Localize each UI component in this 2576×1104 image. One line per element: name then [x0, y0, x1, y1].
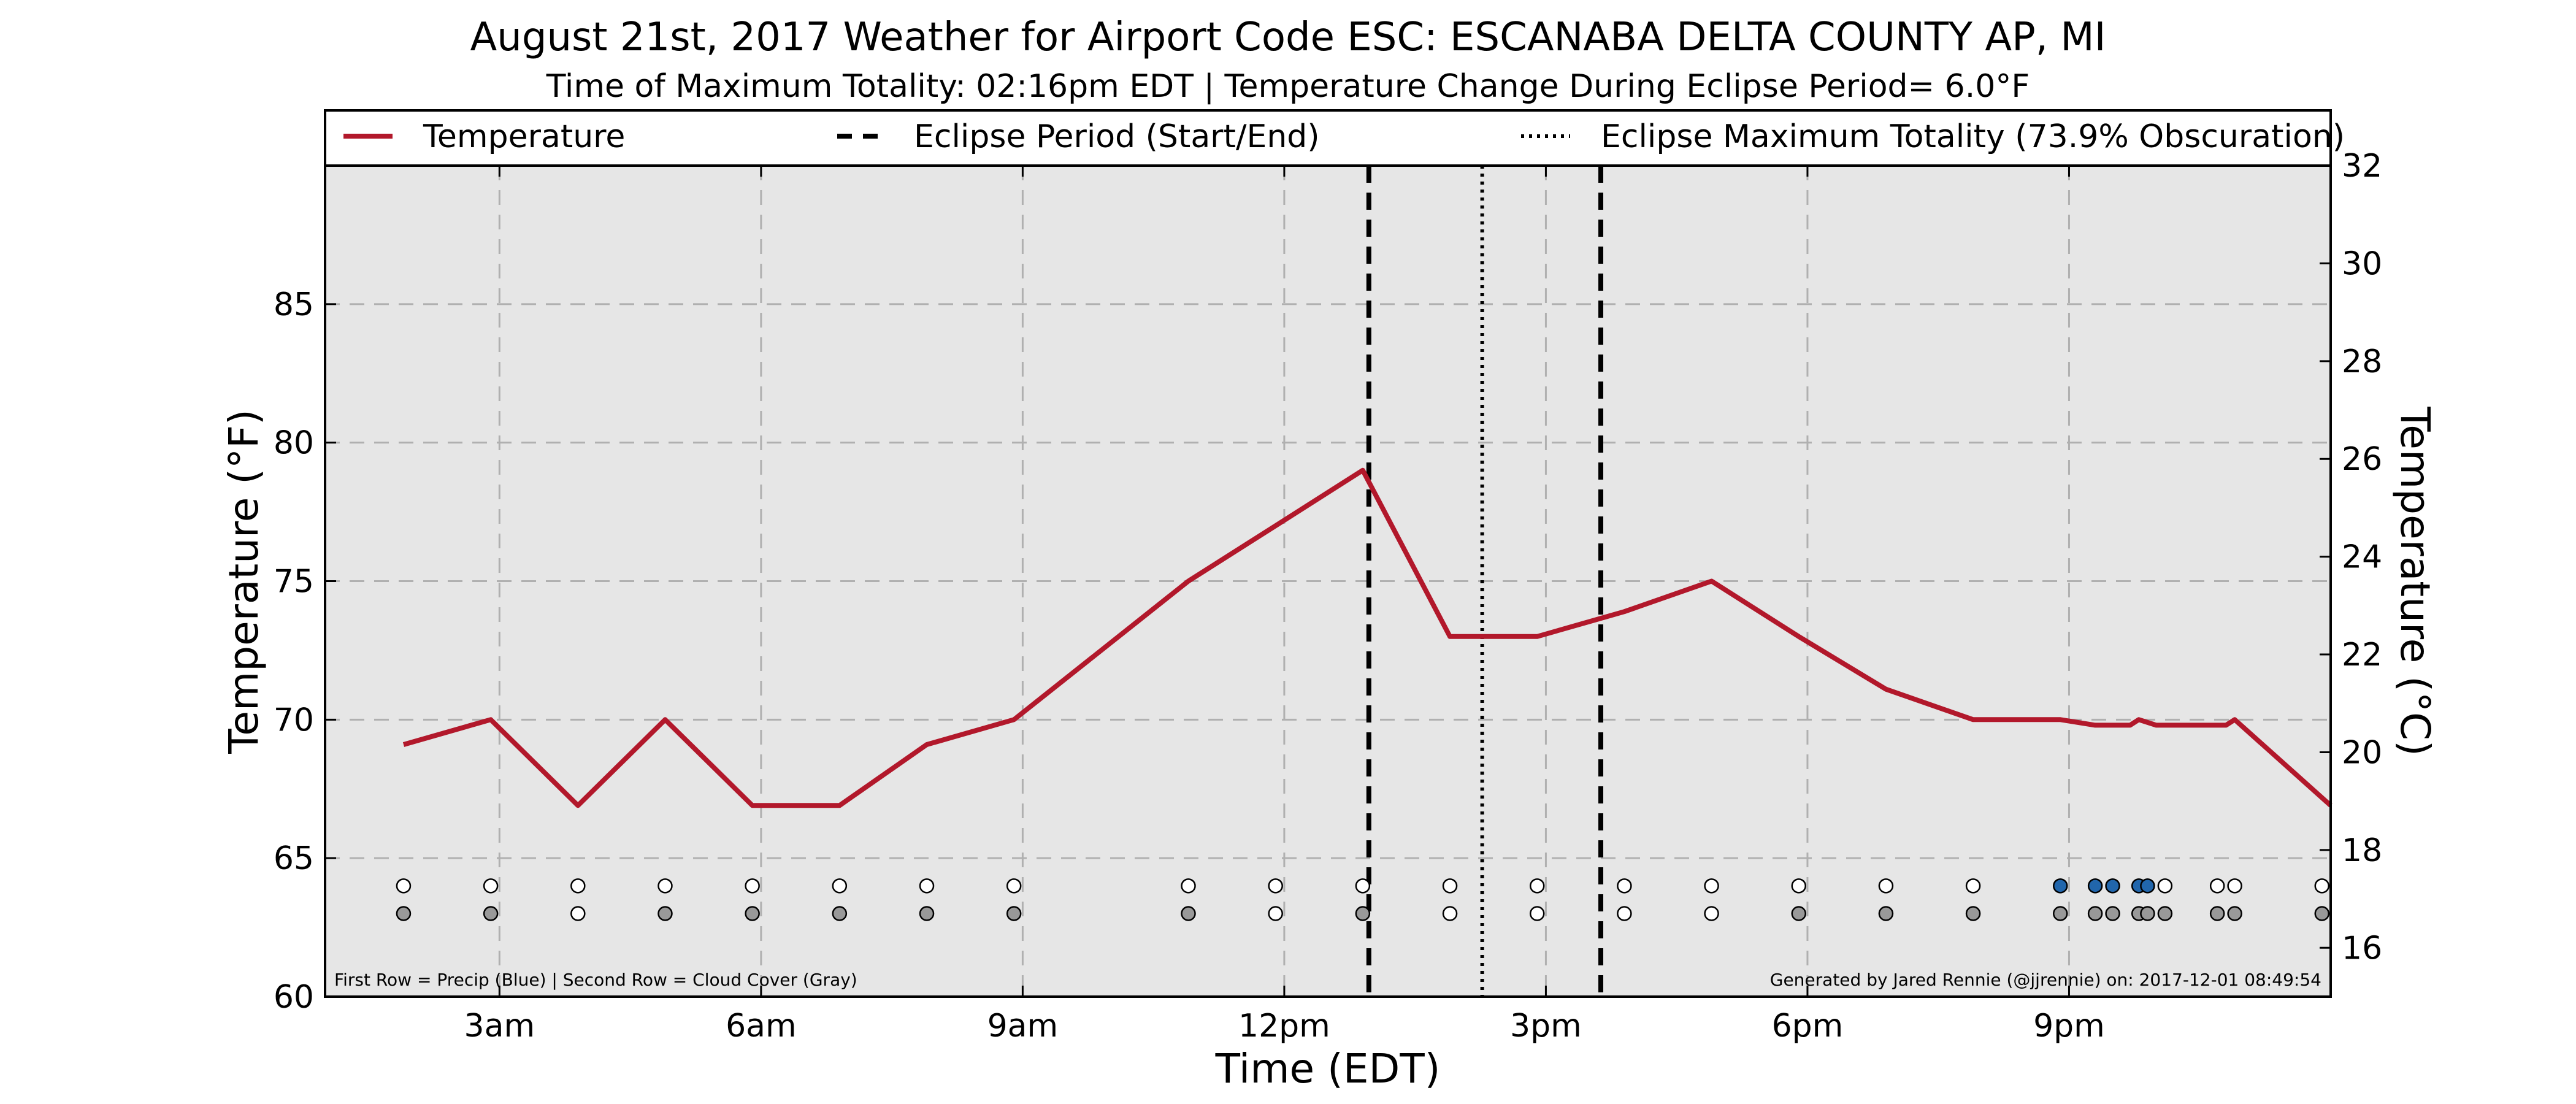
y-axis-ticks-left: 60 65 70 75 80 85: [274, 286, 336, 1016]
cloud-dot: [1181, 906, 1196, 921]
legend-label-eclipse-max: Eclipse Maximum Totality (73.9% Obscurat…: [1601, 118, 2345, 155]
y2-tick-label: 24: [2342, 539, 2382, 576]
precip-dot: [1878, 878, 1894, 894]
precip-dot: [919, 878, 935, 894]
x-tick-label: 6am: [726, 1008, 797, 1045]
cloud-dot: [1704, 906, 1719, 921]
cloud-dot: [2227, 906, 2242, 921]
y2-tick-label: 32: [2342, 148, 2382, 185]
precip-dot: [745, 878, 760, 894]
precip-dot: [1704, 878, 1719, 894]
cloud-dot: [1268, 906, 1283, 921]
y-tick-label: 60: [274, 979, 314, 1016]
cloud-dot: [2053, 906, 2068, 921]
precip-dot: [1965, 878, 1981, 894]
cloud-dot: [919, 906, 935, 921]
temperature-line: [402, 467, 2333, 808]
y2-tick-label: 18: [2342, 832, 2382, 869]
precip-dot: [2140, 878, 2155, 894]
precip-cloud-rows: [396, 878, 2330, 921]
y-tick-label: 65: [274, 840, 314, 877]
precip-dot: [2227, 878, 2242, 894]
y-tick-label: 80: [274, 425, 314, 462]
cloud-dot: [832, 906, 848, 921]
cloud-dot: [396, 906, 412, 921]
footnote-left: First Row = Precip (Blue) | Second Row =…: [334, 970, 857, 990]
y2-tick-label: 20: [2342, 734, 2382, 771]
y-tick-label: 75: [274, 564, 314, 600]
legend-frame: [324, 109, 2332, 167]
precip-dot: [1181, 878, 1196, 894]
precip-dot: [570, 878, 586, 894]
x-axis-ticks: 3am 6am 9am 12pm 3pm 6pm 9pm: [464, 166, 2105, 1045]
cloud-dot: [1529, 906, 1545, 921]
cloud-dot: [2105, 906, 2120, 921]
x-tick-label: 3pm: [1510, 1008, 1582, 1045]
chart-title: August 21st, 2017 Weather for Airport Co…: [470, 15, 2106, 60]
y2-tick-label: 22: [2342, 637, 2382, 673]
precip-dot: [2209, 878, 2225, 894]
legend-label-temperature: Temperature: [423, 118, 625, 155]
precip-dot: [483, 878, 499, 894]
temperature-series: [402, 467, 2333, 808]
x-tick-label: 3am: [464, 1008, 535, 1045]
cloud-dot: [745, 906, 760, 921]
chart-subtitle: Time of Maximum Totality: 02:16pm EDT | …: [546, 68, 2030, 105]
cloud-dot: [2314, 906, 2330, 921]
cloud-dot: [570, 906, 586, 921]
x-axis-label: Time (EDT): [1215, 1045, 1441, 1092]
footnote-right: Generated by Jared Rennie (@jjrennie) on…: [1770, 970, 2321, 990]
precip-dot: [1791, 878, 1806, 894]
precip-dot: [2087, 878, 2103, 894]
eclipse-markers: [1366, 166, 1604, 997]
precip-dot: [1617, 878, 1632, 894]
legend: Temperature Eclipse Period (Start/End) E…: [324, 109, 2345, 167]
x-tick-label: 9pm: [2033, 1008, 2105, 1045]
precip-dot: [2314, 878, 2330, 894]
precip-dot: [2157, 878, 2173, 894]
y-axis-ticks-right: 16 18 20 22 24 26 28 30 32: [2320, 148, 2382, 967]
y-axis-label-left: Temperature (°F): [220, 409, 267, 754]
y-axis-label-right: Temperature (°C): [2391, 406, 2439, 756]
cloud-dot: [1006, 906, 1022, 921]
cloud-dot: [1791, 906, 1806, 921]
precip-dot: [1355, 878, 1371, 894]
cloud-dot: [2209, 906, 2225, 921]
precip-dot: [1442, 878, 1458, 894]
cloud-dot: [1617, 906, 1632, 921]
y2-tick-label: 16: [2342, 930, 2382, 967]
precip-dot: [2105, 878, 2120, 894]
x-tick-label: 6pm: [1772, 1008, 1844, 1045]
y2-tick-label: 28: [2342, 343, 2382, 380]
precip-dot: [1006, 878, 1022, 894]
precip-dot: [657, 878, 673, 894]
cloud-dot: [2087, 906, 2103, 921]
cloud-dot: [2157, 906, 2173, 921]
precip-dot: [1268, 878, 1283, 894]
precip-dot: [832, 878, 848, 894]
x-tick-label: 12pm: [1238, 1008, 1330, 1045]
cloud-dot: [2140, 906, 2155, 921]
cloud-dot: [1442, 906, 1458, 921]
cloud-dot: [1355, 906, 1371, 921]
legend-label-eclipse-period: Eclipse Period (Start/End): [914, 118, 1320, 155]
precip-dot: [2053, 878, 2068, 894]
cloud-dot: [1878, 906, 1894, 921]
cloud-dot: [483, 906, 499, 921]
cloud-dot: [1965, 906, 1981, 921]
x-tick-label: 9am: [987, 1008, 1059, 1045]
y-tick-label: 70: [274, 702, 314, 738]
y2-tick-label: 30: [2342, 245, 2382, 282]
cloud-dot: [657, 906, 673, 921]
y2-tick-label: 26: [2342, 441, 2382, 478]
y-tick-label: 85: [274, 286, 314, 323]
precip-dot: [1529, 878, 1545, 894]
precip-dot: [396, 878, 412, 894]
